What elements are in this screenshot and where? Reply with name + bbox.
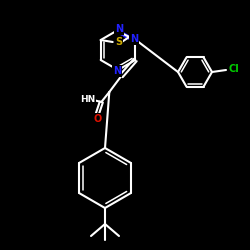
- Text: S: S: [115, 37, 122, 47]
- Text: O: O: [93, 114, 102, 124]
- Text: N: N: [113, 66, 121, 76]
- Text: HN: HN: [80, 96, 95, 104]
- Text: Cl: Cl: [228, 64, 239, 74]
- Text: N: N: [115, 24, 123, 34]
- Text: N: N: [130, 34, 138, 44]
